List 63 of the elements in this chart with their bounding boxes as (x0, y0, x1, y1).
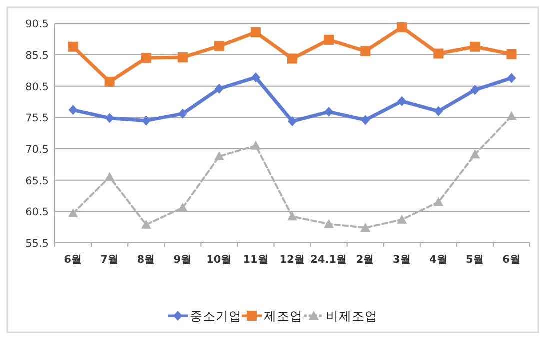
x-tick-label: 8월 (137, 254, 156, 266)
point (397, 214, 408, 224)
point (142, 116, 151, 126)
point (361, 115, 370, 126)
x-tick-label: 5월 (466, 254, 484, 266)
y-tick-label: 75.5 (26, 112, 49, 125)
point (397, 22, 408, 32)
y-tick-label: 80.5 (26, 81, 49, 94)
point (434, 106, 444, 116)
point (214, 41, 224, 52)
y-tick-label: 90.5 (26, 18, 49, 31)
point (507, 73, 516, 84)
point (68, 105, 78, 116)
point (141, 220, 152, 229)
point (214, 152, 224, 161)
x-tick-label: 10월 (206, 254, 232, 266)
point (105, 113, 114, 124)
y-tick-label: 55.5 (26, 238, 49, 250)
y-tick-label: 85.5 (26, 50, 49, 62)
point (506, 49, 517, 60)
legend-label: 중소기업 (190, 308, 242, 324)
point (360, 46, 371, 56)
legend-label: 비제조업 (326, 308, 378, 324)
point (434, 48, 444, 59)
point (288, 212, 298, 221)
point (104, 172, 115, 182)
y-tick-label: 60.5 (26, 206, 49, 219)
point (360, 222, 371, 232)
point (470, 85, 480, 96)
legend-label: 제조업 (264, 308, 303, 324)
point (68, 42, 78, 52)
point (324, 107, 334, 118)
x-tick-label: 3월 (392, 254, 412, 266)
x-tick-label: 7월 (100, 254, 119, 266)
point (324, 219, 334, 228)
point (178, 52, 188, 63)
point (251, 72, 260, 83)
point (104, 76, 115, 87)
point (178, 202, 188, 212)
x-tick-label: 24.1월 (310, 254, 348, 266)
point (288, 54, 298, 64)
point (398, 96, 407, 106)
point (470, 150, 480, 159)
point (250, 140, 261, 150)
x-tick-label: 6월 (64, 254, 82, 266)
y-tick-label: 70.5 (26, 144, 49, 156)
point (470, 42, 480, 52)
point (68, 208, 78, 218)
point (178, 108, 188, 119)
point (288, 116, 297, 126)
x-tick-label: 4월 (430, 254, 448, 266)
point (214, 84, 224, 94)
point (250, 27, 261, 38)
point (506, 111, 517, 120)
x-tick-label: 9월 (174, 254, 192, 266)
x-tick-label: 6월 (502, 254, 521, 266)
point (141, 53, 152, 64)
point (324, 34, 334, 45)
x-tick-label: 12월 (280, 254, 306, 266)
x-tick-label: 2월 (356, 254, 375, 266)
x-tick-label: 11월 (243, 254, 269, 266)
point (434, 197, 444, 206)
y-tick-label: 65.5 (26, 175, 49, 188)
